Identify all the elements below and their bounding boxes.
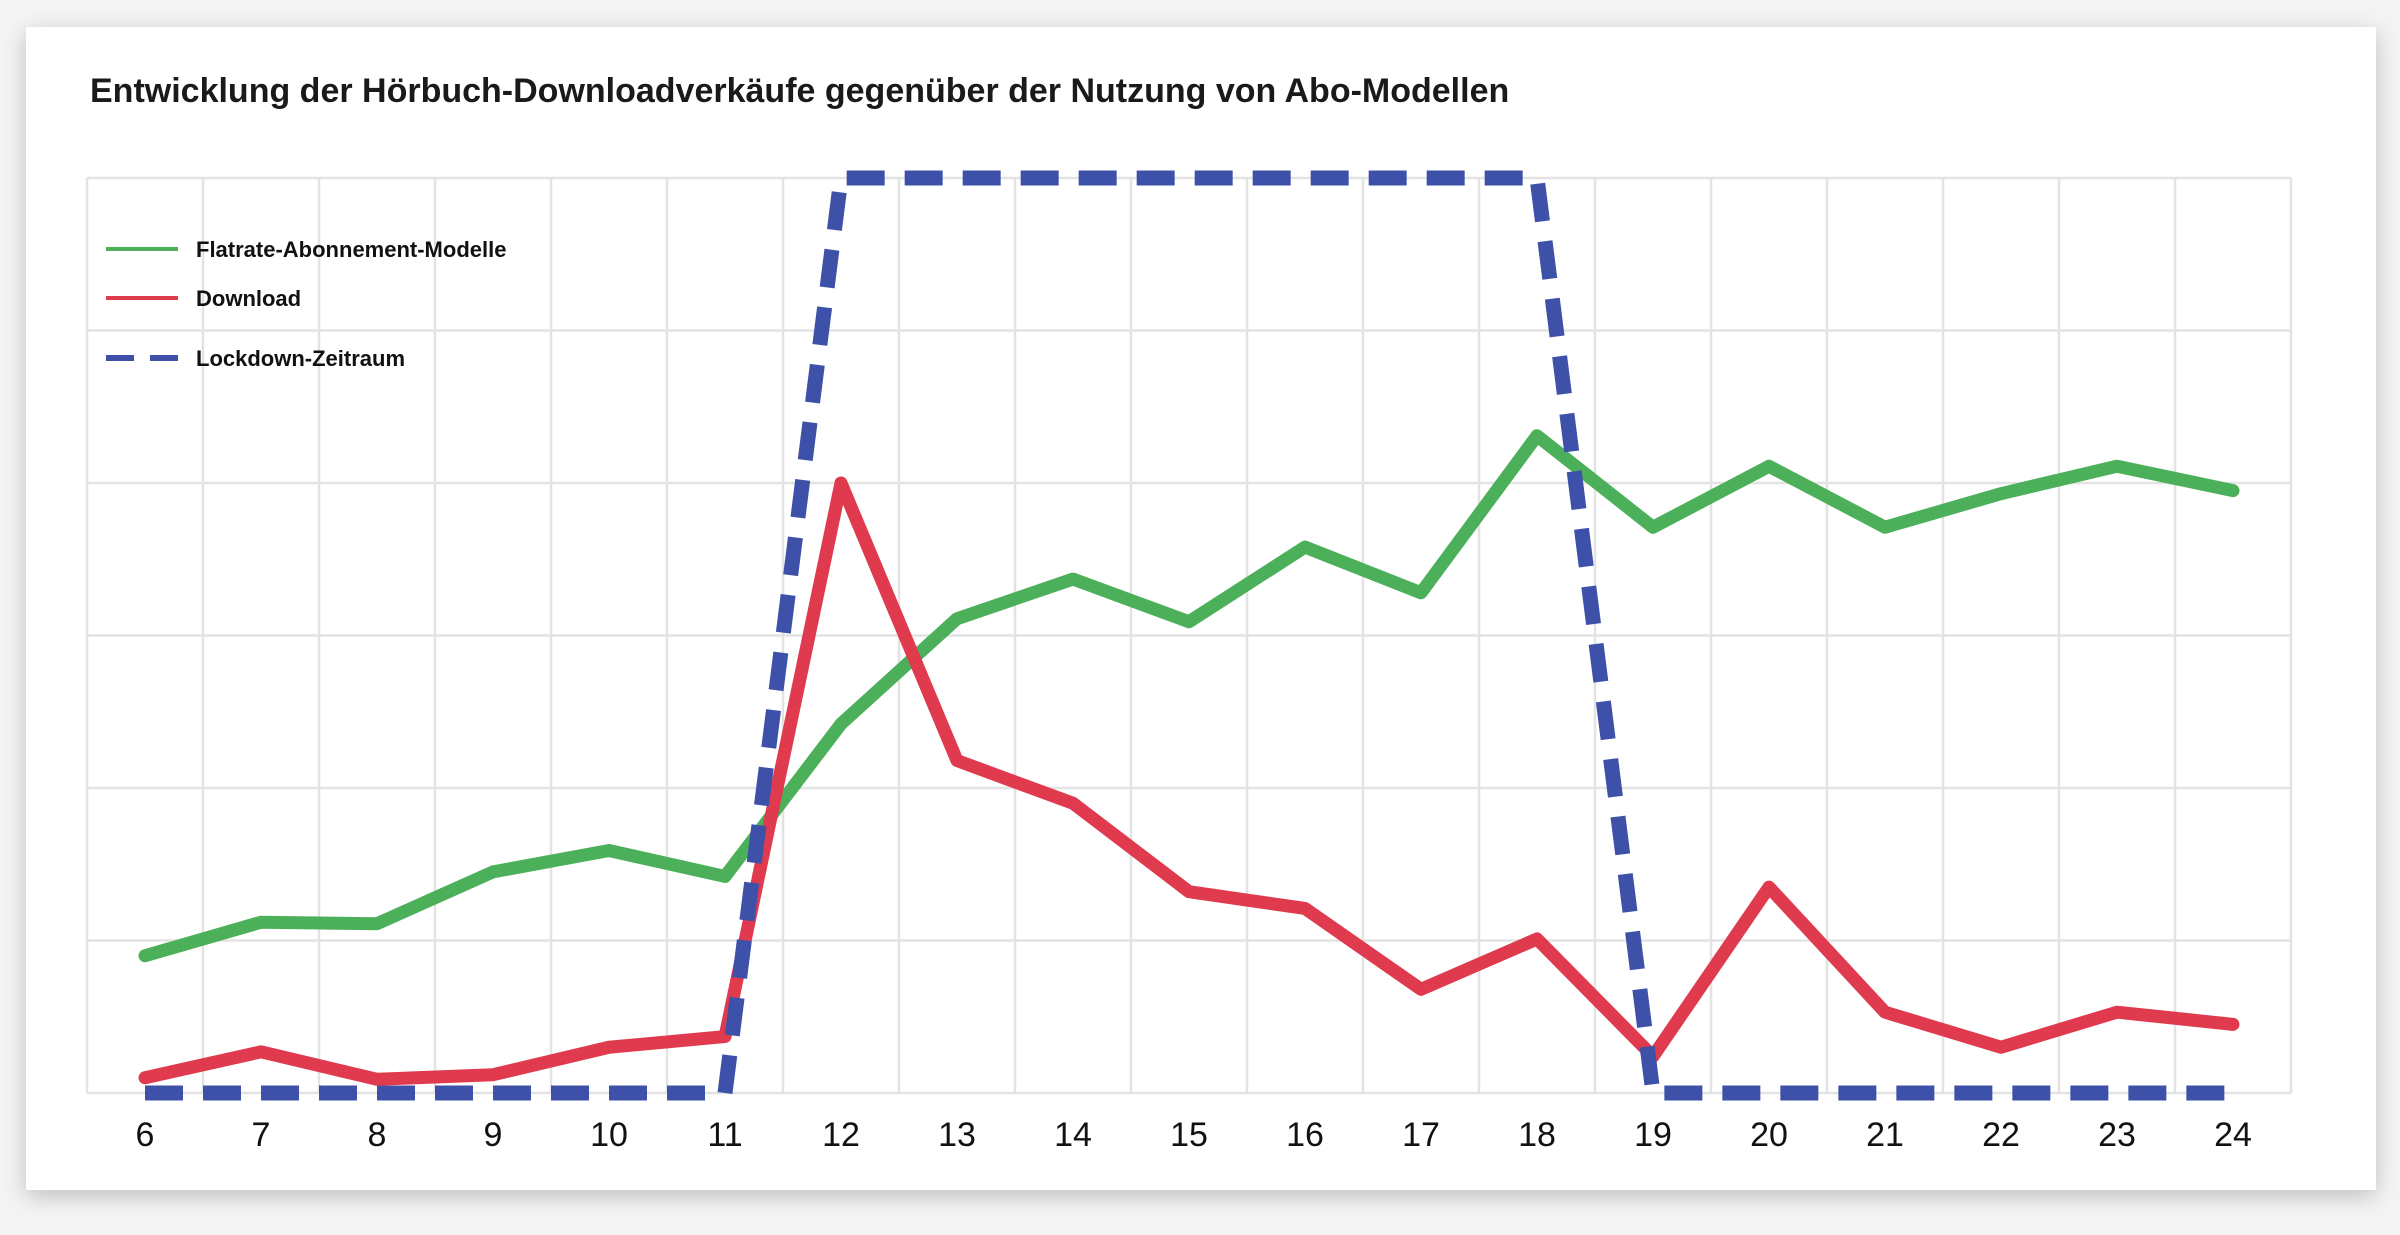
legend-label: Flatrate-Abonnement-Modelle: [196, 237, 506, 262]
legend-label: Lockdown-Zeitraum: [196, 346, 405, 371]
legend: Flatrate-Abonnement-Modelle Download Lockd…: [106, 237, 506, 371]
x-tick-label: 19: [1634, 1116, 1672, 1154]
x-tick-label: 21: [1866, 1116, 1904, 1154]
x-tick-label: 15: [1170, 1116, 1208, 1154]
x-tick-label: 16: [1286, 1116, 1324, 1154]
x-tick-label: 23: [2098, 1116, 2136, 1154]
x-tick-label: 17: [1402, 1116, 1440, 1154]
series-line-0: [138, 429, 2240, 963]
x-tick-label: 7: [252, 1116, 271, 1154]
grid: [85, 176, 2293, 1095]
x-tick-label: 24: [2214, 1116, 2252, 1154]
x-tick-label: 8: [368, 1116, 387, 1154]
x-tick-label: 6: [136, 1116, 155, 1154]
legend-label: Download: [196, 286, 301, 311]
x-tick-label: 13: [938, 1116, 976, 1154]
series-line-1: [138, 476, 2240, 1086]
x-tick-label: 9: [484, 1116, 503, 1154]
x-tick-label: 18: [1518, 1116, 1556, 1154]
x-axis: 6 7 8 9 10 11 12 13 14 15 16 17 18 19 20 21 22 23 24: [136, 1116, 2252, 1154]
x-tick-label: 20: [1750, 1116, 1788, 1154]
x-tick-label: 22: [1982, 1116, 2020, 1154]
x-tick-label: 14: [1054, 1116, 1092, 1154]
x-tick-label: 11: [707, 1116, 742, 1154]
series-lines: [138, 170, 2240, 1101]
x-tick-label: 10: [590, 1116, 628, 1154]
x-tick-label: 12: [822, 1116, 860, 1154]
chart-title: Entwicklung der Hörbuch-Downloadverkäufe…: [90, 72, 1509, 110]
